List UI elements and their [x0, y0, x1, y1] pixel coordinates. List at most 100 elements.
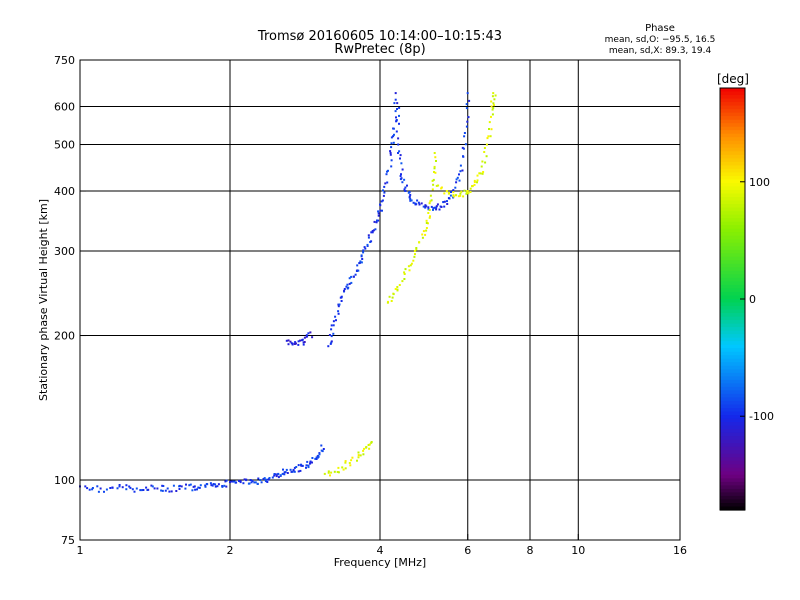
phase-info-o: mean, sd,O: −95.5, 16.5: [605, 35, 716, 45]
data-point: [418, 241, 421, 244]
data-point: [403, 278, 406, 280]
data-point: [362, 249, 365, 252]
data-point: [459, 194, 462, 197]
colorbar-segment: [720, 404, 745, 409]
data-point: [103, 490, 105, 493]
data-point: [431, 179, 434, 182]
data-point: [238, 479, 240, 482]
data-point: [233, 480, 236, 483]
data-point: [476, 179, 479, 182]
colorbar-segment: [720, 376, 745, 381]
data-point: [370, 231, 373, 234]
colorbar-segment: [720, 453, 745, 458]
data-point: [455, 181, 458, 184]
colorbar-segment: [720, 400, 745, 406]
data-point: [356, 264, 359, 267]
data-point: [293, 466, 296, 469]
data-point: [311, 336, 314, 339]
data-point: [333, 470, 336, 473]
colorbar-segment: [720, 348, 745, 353]
data-point: [350, 275, 353, 278]
data-point: [328, 334, 331, 336]
data-point: [385, 173, 388, 176]
data-point: [370, 240, 373, 243]
colorbar-segment: [720, 116, 745, 121]
data-point: [196, 488, 198, 491]
data-point: [131, 488, 134, 491]
data-point: [242, 482, 245, 485]
data-point: [206, 483, 209, 486]
colorbar-segment: [720, 151, 745, 156]
y-tick-label: 100: [54, 474, 75, 487]
data-point: [116, 487, 119, 490]
colorbar-segment: [720, 429, 745, 434]
data-point: [410, 199, 413, 202]
colorbar-segment: [720, 320, 745, 325]
data-point: [303, 341, 306, 343]
data-point: [322, 448, 325, 450]
colorbar-segment: [720, 341, 745, 346]
data-point: [118, 485, 121, 488]
data-point: [494, 94, 497, 97]
data-point: [268, 477, 271, 479]
data-point: [406, 184, 408, 187]
colorbar-segment: [720, 102, 745, 107]
data-point: [321, 450, 324, 453]
data-point: [264, 480, 267, 483]
data-point: [361, 258, 364, 260]
colorbar-segment: [720, 291, 745, 297]
colorbar-segment: [720, 358, 745, 363]
data-point: [391, 296, 394, 299]
data-point: [407, 265, 410, 268]
colorbar-segment: [720, 221, 745, 226]
data-point: [300, 463, 302, 466]
data-point: [168, 490, 171, 493]
data-point: [352, 275, 355, 278]
colorbar-segment: [720, 383, 745, 388]
colorbar-segment: [720, 126, 745, 131]
data-point: [263, 477, 266, 480]
data-point: [301, 338, 304, 341]
colorbar-segment: [720, 418, 745, 423]
data-point: [415, 247, 418, 249]
data-point: [493, 98, 496, 101]
data-point: [350, 459, 353, 462]
colorbar-segment: [720, 109, 745, 114]
data-point: [383, 185, 386, 188]
data-point: [455, 178, 458, 181]
data-point: [84, 485, 87, 488]
data-point: [458, 179, 461, 182]
data-point: [257, 477, 260, 480]
data-point: [480, 165, 483, 168]
data-point: [446, 200, 448, 203]
data-point: [381, 199, 384, 202]
data-point: [396, 286, 399, 288]
data-point: [245, 478, 248, 481]
data-point: [410, 262, 413, 265]
data-point: [399, 157, 401, 160]
data-point: [442, 201, 445, 203]
data-point: [446, 203, 449, 205]
data-point: [128, 485, 131, 488]
colorbar-segment: [720, 362, 745, 367]
data-point: [362, 449, 365, 452]
data-point: [454, 194, 457, 197]
data-point: [329, 474, 331, 477]
data-point: [360, 261, 363, 264]
data-point: [178, 488, 181, 490]
colorbar-segment: [720, 119, 745, 124]
data-point: [417, 201, 420, 204]
colorbar-segment: [720, 235, 745, 240]
data-point: [483, 151, 486, 153]
data-point: [330, 335, 333, 338]
axis-ticks: 1 2 4 6 8 10 16 75 100 200 300 400 500 600 750: [54, 54, 687, 557]
x-tick-label: 2: [227, 544, 234, 557]
data-point: [452, 195, 455, 198]
data-point: [479, 172, 482, 175]
data-point: [327, 345, 330, 348]
data-point: [260, 481, 263, 484]
data-point: [377, 214, 380, 217]
data-point: [392, 135, 395, 138]
data-point: [315, 456, 318, 459]
x-tick-label: 6: [464, 544, 471, 557]
